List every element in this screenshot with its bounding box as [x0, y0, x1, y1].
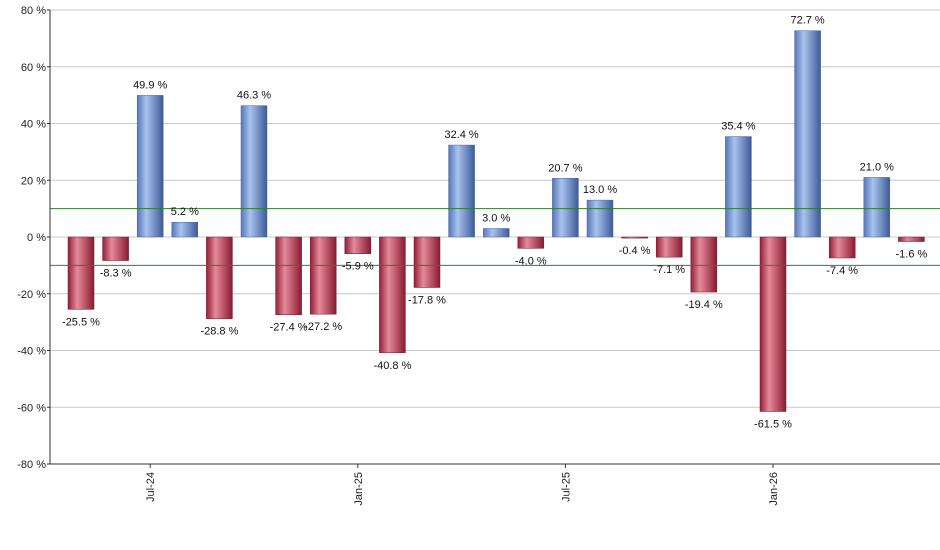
bar-data-label: -27.4 % [270, 322, 308, 334]
bar-data-label: 46.3 % [237, 90, 271, 102]
bar-data-label: -28.8 % [200, 326, 238, 338]
x-tick-label: Jul-25 [560, 472, 572, 502]
bar [448, 144, 475, 238]
bar-data-label: -61.5 % [754, 419, 792, 431]
x-tick-label: Jan-26 [768, 472, 780, 506]
bar-data-label: 5.2 % [171, 206, 199, 218]
bar-data-label: -40.8 % [373, 360, 411, 372]
bar-data-label: 49.9 % [133, 79, 167, 91]
y-tick-label: -20 % [17, 289, 46, 301]
bar [725, 136, 752, 238]
bar [482, 228, 510, 238]
bar [344, 236, 372, 254]
bar [240, 105, 268, 238]
bar [102, 236, 129, 261]
bar [379, 236, 406, 354]
bar [828, 236, 856, 259]
bar [413, 236, 441, 288]
bar-data-label: 20.7 % [548, 162, 582, 174]
x-tick-label: Jan-25 [353, 472, 365, 506]
bar-data-label: -27.2 % [304, 321, 342, 333]
axis-layer: 80 % 60 % 40 % 20 % 0 % -20 % -40 % -60 % -80 % J… [17, 5, 940, 506]
bar [898, 236, 925, 242]
bar-data-label: -8.3 % [100, 268, 132, 280]
bar [863, 177, 891, 238]
y-tick-label: 60 % [21, 62, 46, 74]
bar-data-label: 32.4 % [444, 129, 478, 141]
bar [206, 236, 233, 319]
bar [586, 199, 614, 238]
y-tick-label: -40 % [17, 346, 46, 358]
y-tick-label: 40 % [21, 119, 46, 131]
bar [655, 236, 683, 258]
bar-data-label: 72.7 % [790, 15, 824, 27]
y-tick-label: -60 % [17, 402, 46, 414]
y-tick-label: 20 % [21, 175, 46, 187]
bar [275, 236, 302, 315]
y-tick-label: 0 % [27, 232, 46, 244]
bar-data-label: -7.4 % [826, 265, 858, 277]
x-tick-label: Jul-24 [145, 472, 157, 502]
bar-data-label: 35.4 % [721, 121, 755, 133]
bar [794, 30, 821, 238]
bar-data-label: 3.0 % [482, 212, 510, 224]
bar-data-label: -17.8 % [408, 295, 446, 307]
bar [309, 236, 337, 315]
labels-layer: -25.5 % -8.3 % 49.9 % 5.2 % -28.8 % 46.3 % -27… [62, 15, 927, 431]
bar [67, 236, 95, 310]
bar-data-label: -19.4 % [685, 299, 723, 311]
bar-data-label: 13.0 % [583, 184, 617, 196]
bar-data-label: -5.9 % [342, 261, 374, 273]
bar-data-label: -7.1 % [653, 264, 685, 276]
bar [517, 236, 545, 249]
bar [171, 221, 199, 238]
bar-data-label: -4.0 % [515, 255, 547, 267]
bar-data-label: -25.5 % [62, 316, 100, 328]
bar [552, 178, 579, 238]
y-tick-label: 80 % [21, 5, 46, 17]
bar [136, 95, 164, 238]
bar [690, 236, 718, 293]
y-tick-label: -80 % [17, 459, 46, 471]
threshold-layer [50, 208, 940, 266]
bar [759, 236, 787, 412]
bar-data-label: -1.6 % [896, 249, 928, 261]
bars-layer [67, 30, 925, 412]
bar-data-label: 21.0 % [860, 161, 894, 173]
bar-data-label: -0.4 % [619, 245, 651, 257]
bar [621, 236, 648, 239]
